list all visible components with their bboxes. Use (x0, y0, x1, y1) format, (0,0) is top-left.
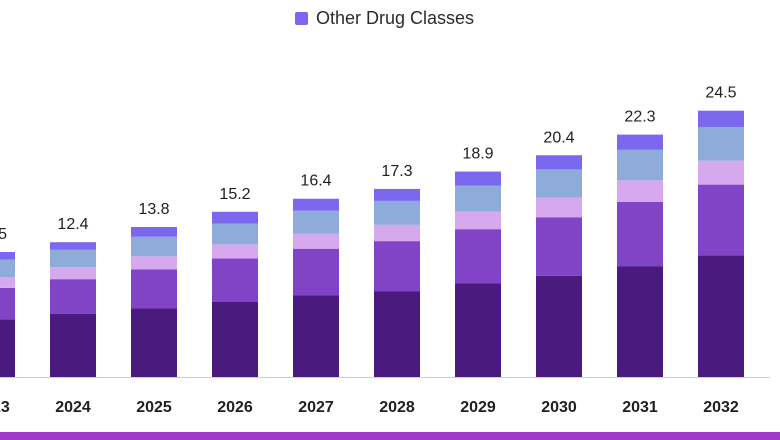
legend: Other Drug Classes (295, 7, 474, 29)
bar-segment-2031-5 (617, 134, 663, 150)
data-label-2024: 12.4 (57, 216, 88, 233)
bar-segment-2024-4 (50, 249, 96, 268)
bar-segment-2028-4 (374, 200, 420, 225)
x-tick-label-2027: 2027 (298, 399, 334, 416)
x-tick-label-2023: 2023 (0, 399, 10, 416)
bar-segment-2029-4 (455, 185, 501, 212)
data-label-2031: 22.3 (624, 109, 655, 126)
bar-segment-2031-4 (617, 149, 663, 181)
bar-segment-2030-1 (536, 275, 582, 377)
bar-segment-2028-5 (374, 188, 420, 201)
bar-segment-2032-5 (698, 110, 744, 127)
data-label-2026: 15.2 (219, 186, 250, 203)
bar-segment-2023-4 (0, 259, 15, 277)
bottom-accent-band (0, 432, 780, 440)
bar-segment-2027-5 (293, 198, 339, 211)
bar-segment-2023-2 (0, 287, 15, 320)
x-tick-label-2025: 2025 (136, 399, 172, 416)
bar-segment-2025-3 (131, 256, 177, 270)
bar-segment-2030-2 (536, 217, 582, 276)
bar-segment-2029-3 (455, 211, 501, 230)
data-label-2030: 20.4 (543, 129, 574, 146)
bar-segment-2032-2 (698, 184, 744, 256)
bar-segment-2027-1 (293, 295, 339, 377)
bar-segment-2031-1 (617, 266, 663, 377)
bar-segment-2026-3 (212, 244, 258, 259)
bar-segment-2024-3 (50, 267, 96, 280)
data-label-2027: 16.4 (300, 173, 331, 190)
data-label-2029: 18.9 (462, 146, 493, 163)
data-label-2025: 13.8 (138, 201, 169, 218)
x-tick-label-2032: 2032 (703, 399, 739, 416)
bar-segment-2024-1 (50, 313, 96, 377)
x-tick-label-2029: 2029 (460, 399, 496, 416)
bar-segment-2029-1 (455, 283, 501, 377)
bar-segment-2026-2 (212, 258, 258, 302)
bar-segment-2025-5 (131, 226, 177, 237)
bar-segment-2026-5 (212, 211, 258, 224)
data-label-2032: 24.5 (705, 85, 736, 102)
x-tick-label-2031: 2031 (622, 399, 658, 416)
bar-segment-2028-2 (374, 241, 420, 292)
bar-segment-2032-3 (698, 160, 744, 185)
bar-segment-2024-5 (50, 242, 96, 250)
bar-segment-2023-3 (0, 276, 15, 288)
bar-segment-2023-1 (0, 319, 15, 377)
bar-segment-2031-3 (617, 180, 663, 202)
bar-segment-2028-3 (374, 224, 420, 242)
bar-segment-2029-5 (455, 171, 501, 186)
bar-segment-2026-1 (212, 301, 258, 377)
data-label-2023: 11.5 (0, 226, 7, 243)
bar-segment-2030-4 (536, 169, 582, 198)
bar-segment-2023-5 (0, 251, 15, 260)
x-tick-label-2024: 2024 (55, 399, 91, 416)
bar-segment-2030-3 (536, 197, 582, 218)
legend-label-other-drug-classes: Other Drug Classes (316, 7, 475, 28)
bar-segment-2028-1 (374, 291, 420, 377)
bar-segment-2032-1 (698, 255, 744, 377)
legend-swatch-other-drug-classes (295, 11, 308, 25)
bar-segment-2032-4 (698, 126, 744, 161)
bar-segment-2030-5 (536, 155, 582, 170)
x-tick-label-2026: 2026 (217, 399, 253, 416)
bar-segment-2027-2 (293, 248, 339, 296)
bar-segment-2025-2 (131, 269, 177, 309)
bar-segment-2026-4 (212, 223, 258, 245)
bar-segment-2024-2 (50, 279, 96, 314)
x-tick-label-2030: 2030 (541, 399, 577, 416)
bar-segment-2031-2 (617, 201, 663, 267)
bar-segment-2025-1 (131, 308, 177, 377)
x-tick-label-2028: 2028 (379, 399, 415, 416)
bar-segment-2027-3 (293, 233, 339, 249)
bar-segment-2029-2 (455, 229, 501, 284)
bar-segment-2025-4 (131, 236, 177, 257)
bar-segment-2027-4 (293, 210, 339, 234)
data-label-2028: 17.3 (381, 163, 412, 180)
